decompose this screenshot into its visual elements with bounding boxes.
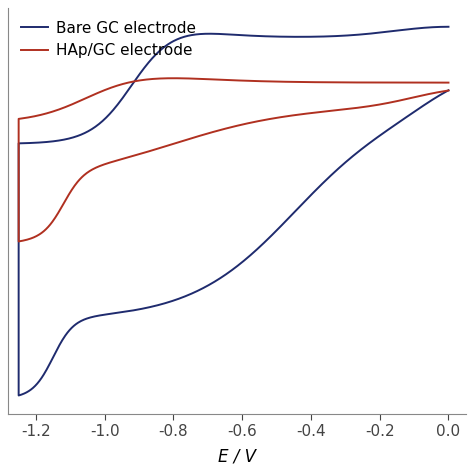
X-axis label: E / V: E / V	[218, 447, 256, 465]
Bare GC electrode	[16, 392, 21, 398]
HAp/GC electrode	[301, 79, 306, 85]
Bare GC electrode	[156, 49, 162, 55]
HAp/GC electrode	[16, 238, 21, 244]
Bare GC electrode	[331, 33, 337, 39]
Bare GC electrode	[73, 134, 78, 139]
Bare GC electrode	[301, 34, 306, 40]
Legend: Bare GC electrode, HAp/GC electrode: Bare GC electrode, HAp/GC electrode	[16, 16, 201, 63]
HAp/GC electrode	[155, 76, 161, 82]
Bare GC electrode	[38, 376, 44, 382]
Bare GC electrode	[446, 88, 451, 93]
HAp/GC electrode	[57, 208, 63, 213]
HAp/GC electrode	[171, 75, 176, 81]
HAp/GC electrode	[72, 100, 77, 106]
HAp/GC electrode	[39, 230, 45, 236]
Line: Bare GC electrode: Bare GC electrode	[18, 27, 448, 395]
HAp/GC electrode	[446, 88, 451, 93]
HAp/GC electrode	[446, 80, 451, 85]
Line: HAp/GC electrode: HAp/GC electrode	[18, 78, 448, 241]
Bare GC electrode	[56, 343, 62, 349]
Bare GC electrode	[446, 24, 451, 29]
HAp/GC electrode	[331, 80, 337, 85]
